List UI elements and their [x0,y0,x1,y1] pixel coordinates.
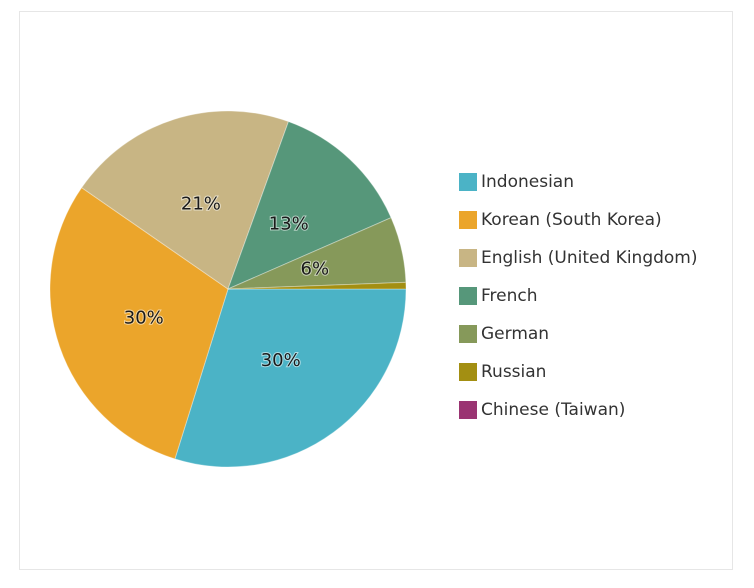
chart-legend: Indonesian Korean (South Korea) English … [459,163,698,429]
slice-percent-label: 30% [124,307,164,328]
pie-slice-french[interactable] [227,120,392,290]
legend-label: Indonesian [481,172,574,192]
legend-label: French [481,286,538,306]
legend-item-indonesian[interactable]: Indonesian [459,163,698,201]
legend-swatch [459,363,477,381]
legend-label: Russian [481,362,547,382]
pie-slice-english-united-kingdom[interactable] [80,110,290,290]
legend-label: Korean (South Korea) [481,210,662,230]
legend-label: Chinese (Taiwan) [481,400,626,420]
legend-swatch [459,211,477,229]
slice-percent-label: 6% [301,259,330,280]
legend-label: English (United Kingdom) [481,248,698,268]
pie-slice-korean-south-korea[interactable] [49,186,229,460]
pie-slice-indonesian[interactable] [174,288,407,468]
legend-item-english[interactable]: English (United Kingdom) [459,239,698,277]
legend-swatch [459,249,477,267]
slice-percent-label: 13% [269,214,309,235]
legend-label: German [481,324,550,344]
legend-item-french[interactable]: French [459,277,698,315]
legend-swatch [459,325,477,343]
slice-percent-label: 21% [181,194,221,215]
legend-swatch [459,401,477,419]
legend-item-russian[interactable]: Russian [459,353,698,391]
slice-percent-label: 30% [261,350,301,371]
pie-slice-russian[interactable] [227,281,407,290]
pie-slice-german[interactable] [227,217,407,290]
legend-swatch [459,173,477,191]
legend-item-german[interactable]: German [459,315,698,353]
legend-item-chinese[interactable]: Chinese (Taiwan) [459,391,698,429]
legend-item-korean[interactable]: Korean (South Korea) [459,201,698,239]
legend-swatch [459,287,477,305]
